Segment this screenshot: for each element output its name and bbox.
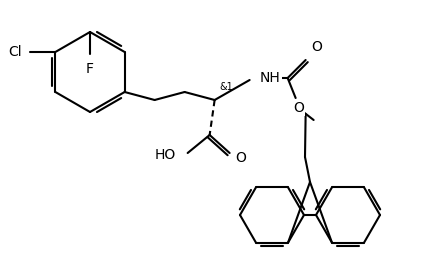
Text: &1: &1	[220, 82, 233, 92]
Text: O: O	[236, 151, 247, 165]
Text: O: O	[312, 40, 322, 54]
Text: HO: HO	[155, 148, 176, 162]
Text: F: F	[86, 62, 94, 76]
Text: Cl: Cl	[9, 45, 23, 59]
Text: O: O	[293, 101, 304, 115]
Text: NH: NH	[260, 71, 280, 85]
